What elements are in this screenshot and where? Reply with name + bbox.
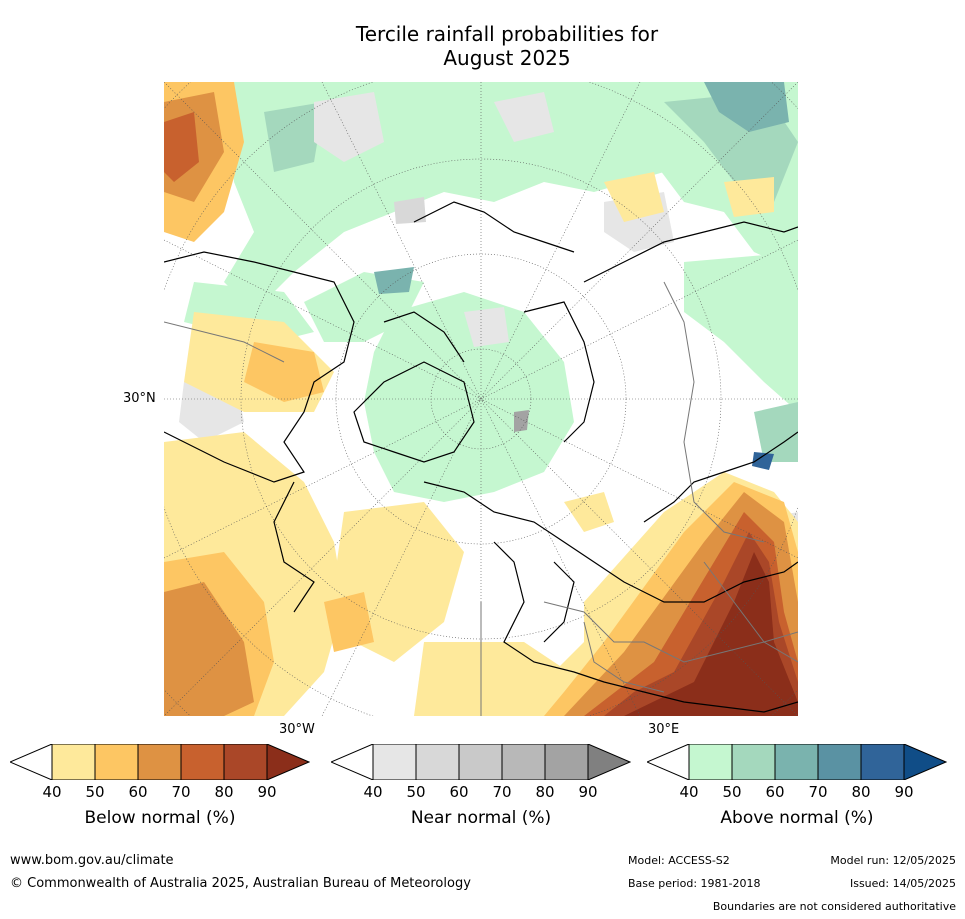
above-swatch-60-70 [774, 743, 819, 781]
colorbar-above-normal [645, 743, 948, 781]
model-name: Model: ACCESS-S2 [628, 854, 730, 867]
graticule [164, 82, 798, 716]
below-swatch-60-70 [137, 743, 182, 781]
below-swatch-80-90 [223, 743, 268, 781]
near-swatch-lt40 [329, 743, 374, 781]
above-swatch-70-80 [817, 743, 862, 781]
above-swatch-80-90 [860, 743, 905, 781]
near-tick: 80 [535, 783, 555, 801]
colorbar-below-graphic [8, 743, 311, 781]
near-tick: 40 [363, 783, 383, 801]
colorbar-near-ticks: 40 50 60 70 80 90 [331, 783, 631, 803]
above-tick: 60 [765, 783, 785, 801]
above-swatch-40-50 [688, 743, 733, 781]
below-swatch-lt40 [8, 743, 53, 781]
above-tick: 50 [722, 783, 742, 801]
colorbar-above-graphic [645, 743, 948, 781]
colorbar-near-normal [329, 743, 632, 781]
above-tick: 90 [894, 783, 914, 801]
colorbar-below-ticks: 40 50 60 70 80 90 [10, 783, 310, 803]
above-swatch-gt90 [903, 743, 948, 781]
title-line-2: August 2025 [443, 46, 571, 70]
below-swatch-40-50 [51, 743, 96, 781]
model-run-date: Model run: 12/05/2025 [830, 854, 956, 867]
above-swatch-50-60 [731, 743, 776, 781]
colorbar-below-title: Below normal (%) [84, 808, 236, 828]
issued-date: Issued: 14/05/2025 [849, 877, 956, 890]
map-graphic [164, 82, 798, 716]
near-swatch-80-90 [544, 743, 589, 781]
coastlines [164, 201, 798, 713]
above-swatch-lt40 [645, 743, 690, 781]
near-swatch-60-70 [458, 743, 503, 781]
below-tick: 70 [171, 783, 191, 801]
rainfall-probability-map [164, 82, 798, 716]
near-swatch-gt90 [587, 743, 632, 781]
near-tick: 50 [406, 783, 426, 801]
below-tick: 40 [42, 783, 62, 801]
lon-label-30e: 30°E [648, 722, 680, 737]
below-tick: 90 [257, 783, 277, 801]
near-swatch-40-50 [372, 743, 417, 781]
title-line-1: Tercile rainfall probabilities for [355, 22, 659, 46]
below-tick: 50 [85, 783, 105, 801]
colorbar-near-title: Near normal (%) [410, 808, 552, 828]
base-period: Base period: 1981-2018 [628, 877, 761, 890]
above-tick: 70 [808, 783, 828, 801]
near-tick: 70 [492, 783, 512, 801]
above-tick: 40 [679, 783, 699, 801]
near-tick: 90 [578, 783, 598, 801]
near-tick: 60 [449, 783, 469, 801]
above-tick: 80 [851, 783, 871, 801]
lat-label-30n: 30°N [123, 391, 156, 406]
colorbar-above-ticks: 40 50 60 70 80 90 [647, 783, 947, 803]
boundaries-disclaimer: Boundaries are not considered authoritat… [712, 900, 956, 913]
colorbar-near-graphic [329, 743, 632, 781]
copyright-notice: © Commonwealth of Australia 2025, Austra… [10, 876, 471, 891]
below-tick: 80 [214, 783, 234, 801]
below-swatch-50-60 [94, 743, 139, 781]
bom-url: www.bom.gov.au/climate [10, 853, 174, 868]
colorbar-below-normal [8, 743, 311, 781]
near-swatch-70-80 [501, 743, 546, 781]
map-title: Tercile rainfall probabilities for Augus… [0, 22, 965, 70]
lon-label-30w: 30°W [279, 722, 315, 737]
below-tick: 60 [128, 783, 148, 801]
colorbar-above-title: Above normal (%) [720, 808, 874, 828]
below-swatch-70-80 [180, 743, 225, 781]
below-swatch-gt90 [266, 743, 311, 781]
near-swatch-50-60 [415, 743, 460, 781]
country-borders [164, 281, 798, 716]
